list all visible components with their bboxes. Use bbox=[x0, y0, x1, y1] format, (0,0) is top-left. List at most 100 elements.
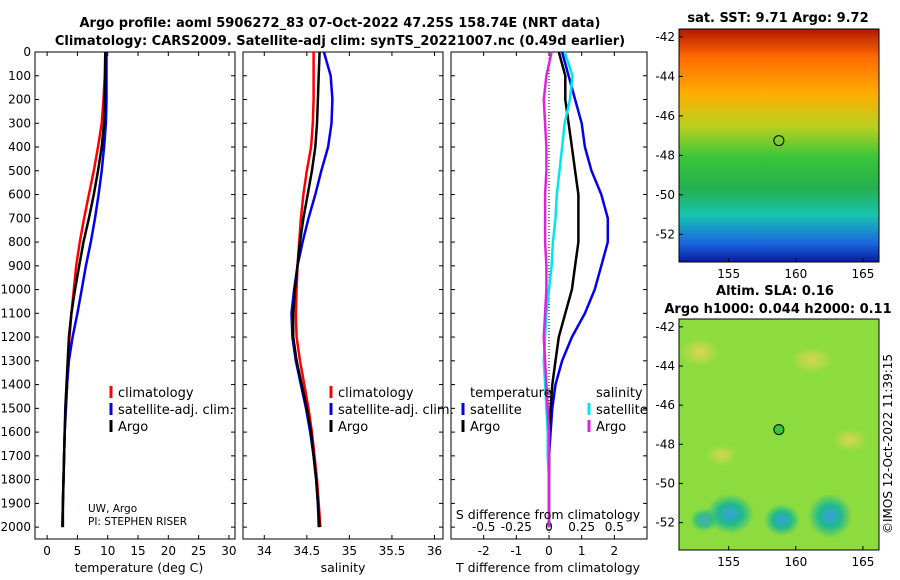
argo-marker bbox=[773, 424, 785, 436]
x-tick-label: 5 bbox=[74, 544, 82, 558]
sla-blob bbox=[706, 494, 754, 534]
x-tick-label: 35 bbox=[342, 544, 357, 558]
map-x-tick-label: 165 bbox=[851, 555, 874, 569]
sla-blob bbox=[832, 428, 868, 452]
legend-label-satellite: satellite-adj. clim. bbox=[118, 403, 234, 418]
series-line bbox=[291, 51, 321, 528]
map-y-tick-label: -48 bbox=[655, 148, 675, 162]
y-tick-label: 1200 bbox=[0, 330, 31, 344]
legend-label-t-satellite: satellite bbox=[470, 403, 522, 418]
x-tick-label: 34.5 bbox=[293, 544, 320, 558]
x-tick-label: 25 bbox=[191, 544, 206, 558]
figure-title-line1: Argo profile: aoml 5906272_83 07-Oct-202… bbox=[80, 16, 601, 31]
y-tick-label: 900 bbox=[8, 259, 31, 273]
sla-blob bbox=[680, 338, 720, 366]
y-tick-label: 1500 bbox=[0, 401, 31, 415]
x-tick-label: 0 bbox=[545, 544, 553, 558]
map-y-tick-label: -42 bbox=[655, 30, 675, 44]
sla-map-title-line2: Argo h1000: 0.044 h2000: 0.11 bbox=[664, 302, 891, 317]
figure-title-line2: Climatology: CARS2009. Satellite-adj cli… bbox=[55, 34, 625, 49]
y-tick-label: 1300 bbox=[0, 354, 31, 368]
difference-plot: -2 -1 0 1 2-0.5 -0.25 0 0.25 0.5 bbox=[451, 51, 647, 558]
x-tick-label: 36 bbox=[427, 544, 442, 558]
map-y-tick-label: -52 bbox=[655, 227, 675, 241]
argo-marker bbox=[773, 135, 785, 147]
salinity-diff-tick-label: -0.25 bbox=[501, 520, 532, 534]
sla-blob bbox=[706, 444, 738, 466]
legend-label-satellite: satellite-adj. clim. bbox=[338, 403, 454, 418]
y-tick-label: 1900 bbox=[0, 496, 31, 510]
salinity-plot: 34 34.5 35 35.5 36 bbox=[243, 51, 443, 558]
y-tick-label: 1000 bbox=[0, 283, 31, 297]
x-tick-label: 2 bbox=[611, 544, 619, 558]
y-tick-label: 100 bbox=[8, 69, 31, 83]
legend-label-t-argo: Argo bbox=[470, 420, 500, 435]
salinity-xlabel: salinity bbox=[321, 560, 366, 575]
timestamp-text: ©IMOS 12-Oct-2022 11:39:15 bbox=[881, 354, 895, 534]
map-y-tick-label: -44 bbox=[655, 69, 675, 83]
y-tick-label: 1600 bbox=[0, 425, 31, 439]
salinity-axes bbox=[242, 51, 444, 540]
salinity-legend: climatology satellite-adj. clim. Argo bbox=[329, 386, 454, 435]
y-tick-label: 600 bbox=[8, 188, 31, 202]
y-tick-label: 800 bbox=[8, 235, 31, 249]
map-x-tick-label: 155 bbox=[717, 555, 740, 569]
salinity-difference-xlabel: S difference from climatology bbox=[456, 507, 641, 522]
temperature-xlabel: temperature (deg C) bbox=[75, 560, 204, 575]
sst-map-axes: 155 160 165 -42 -44 -46 -48 -50 -52 bbox=[655, 30, 874, 281]
x-tick-label: 15 bbox=[130, 544, 145, 558]
difference-legend: temperature satellite Argo salinity sate… bbox=[461, 386, 648, 435]
map-y-tick-label: -42 bbox=[655, 320, 675, 334]
legend-title-temperature: temperature bbox=[470, 386, 552, 401]
y-tick-label: 1400 bbox=[0, 378, 31, 392]
map-y-tick-label: -52 bbox=[655, 516, 675, 530]
x-tick-label: 30 bbox=[221, 544, 236, 558]
y-tick-label: 0 bbox=[23, 45, 31, 59]
map-x-tick-label: 165 bbox=[851, 267, 874, 281]
sla-map-anomalies bbox=[680, 338, 868, 538]
series-line bbox=[542, 51, 574, 528]
x-tick-label: 1 bbox=[578, 544, 586, 558]
y-tick-label: 200 bbox=[8, 93, 31, 107]
y-tick-label: 2000 bbox=[0, 520, 31, 534]
x-tick-label: 35.5 bbox=[379, 544, 406, 558]
credit-text: UW, Argo bbox=[88, 503, 137, 515]
legend-label-s-satellite: satellite bbox=[596, 403, 648, 418]
sla-blob bbox=[690, 508, 718, 532]
map-y-tick-label: -50 bbox=[655, 188, 675, 202]
salinity-diff-tick-label: 0.5 bbox=[605, 520, 624, 534]
legend-label-climatology: climatology bbox=[118, 386, 194, 401]
sla-blob bbox=[764, 504, 800, 536]
sla-blob bbox=[790, 346, 834, 374]
sla-map-title-line1: Altim. SLA: 0.16 bbox=[716, 284, 834, 299]
temperature-plot: 0 5 10 15 20 25 300100200300400500600700800900… bbox=[0, 45, 236, 558]
sst-map-title: sat. SST: 9.71 Argo: 9.72 bbox=[687, 11, 868, 26]
legend-title-salinity: salinity bbox=[596, 386, 643, 401]
map-x-tick-label: 160 bbox=[784, 267, 807, 281]
sla-map-axes: 155 160 165 -42 -44 -46 -48 -50 -52 bbox=[655, 320, 874, 569]
map-x-tick-label: 155 bbox=[717, 267, 740, 281]
legend-label-argo: Argo bbox=[118, 420, 148, 435]
difference-xlabel: T difference from climatology bbox=[455, 560, 641, 575]
sst-map-frame bbox=[678, 28, 880, 263]
salinity-diff-tick-label: 0.25 bbox=[568, 520, 595, 534]
map-y-tick-label: -50 bbox=[655, 476, 675, 490]
legend-label-climatology: climatology bbox=[338, 386, 414, 401]
temperature-legend: climatology satellite-adj. clim. Argo bbox=[109, 386, 234, 435]
legend-label-argo: Argo bbox=[338, 420, 368, 435]
y-tick-label: 500 bbox=[8, 164, 31, 178]
y-tick-label: 1800 bbox=[0, 473, 31, 487]
map-x-tick-label: 160 bbox=[784, 555, 807, 569]
temperature-axes bbox=[34, 51, 236, 540]
map-y-tick-label: -46 bbox=[655, 398, 675, 412]
x-tick-label: 10 bbox=[100, 544, 115, 558]
sla-map-frame bbox=[678, 318, 880, 551]
series-line bbox=[542, 51, 553, 528]
x-tick-label: -1 bbox=[510, 544, 522, 558]
pi-text: PI: STEPHEN RISER bbox=[88, 516, 187, 528]
x-tick-label: 34 bbox=[257, 544, 272, 558]
x-tick-label: 0 bbox=[43, 544, 51, 558]
legend-label-s-argo: Argo bbox=[596, 420, 626, 435]
y-tick-label: 300 bbox=[8, 116, 31, 130]
map-y-tick-label: -46 bbox=[655, 109, 675, 123]
